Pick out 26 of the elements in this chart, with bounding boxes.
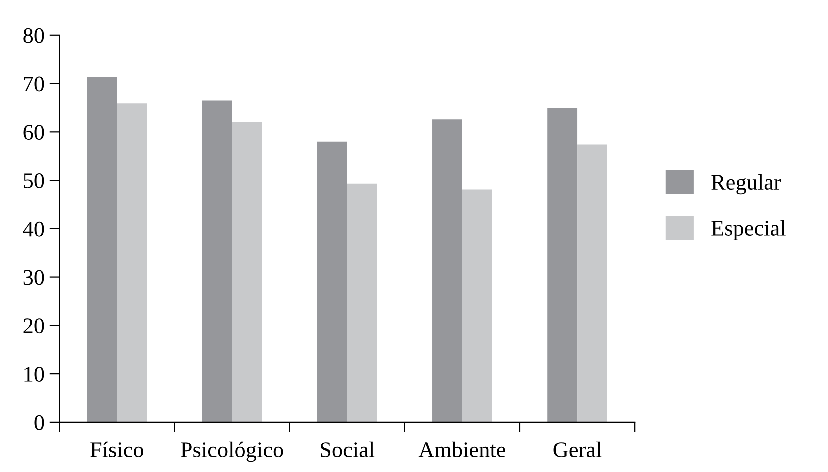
x-tick-label: Físico xyxy=(90,442,144,458)
y-tick-label: 70 xyxy=(24,76,44,92)
x-tick-label: Ambiente xyxy=(418,442,506,458)
y-tick-label: 20 xyxy=(24,318,44,334)
bar xyxy=(347,184,378,422)
x-tick-label: Psicológico xyxy=(181,442,284,462)
y-tick-label: 10 xyxy=(24,366,44,382)
y-tick-label: 80 xyxy=(24,28,44,44)
bar xyxy=(432,120,462,422)
y-tick-label: 60 xyxy=(24,125,44,140)
x-tick-label: Social xyxy=(321,442,375,458)
bar xyxy=(578,144,608,422)
bar xyxy=(462,190,492,422)
legend-label: Regular xyxy=(712,174,782,195)
y-tick-label: 0 xyxy=(34,415,44,430)
bar xyxy=(548,108,578,422)
bar xyxy=(317,142,348,422)
bar xyxy=(202,100,232,422)
bar xyxy=(117,104,148,422)
y-tick-label: 40 xyxy=(23,222,44,237)
x-tick-label: Geral xyxy=(554,442,602,458)
y-tick-label: 50 xyxy=(24,173,44,188)
bar xyxy=(232,122,262,422)
y-tick-label: 30 xyxy=(24,270,44,286)
bar xyxy=(87,77,118,422)
legend-label: Especial xyxy=(712,220,786,240)
